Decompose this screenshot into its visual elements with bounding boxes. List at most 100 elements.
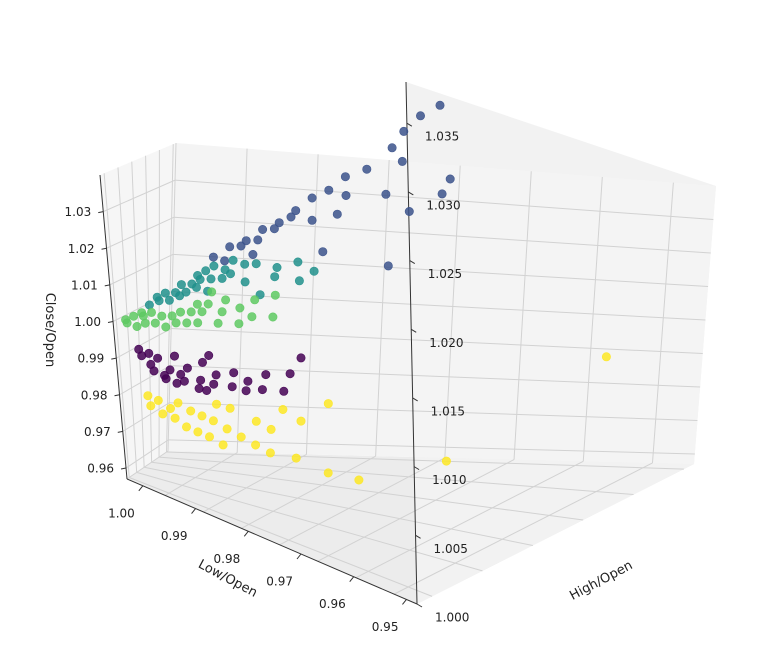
data-point-cluster-0-4: [176, 369, 186, 379]
x-tick-5-label: 1.025: [428, 267, 462, 281]
data-point-cluster-0-15: [229, 368, 239, 378]
z-tick-3-label: 0.99: [78, 352, 105, 366]
data-point-cluster-3-26: [268, 312, 278, 322]
z-axis-line: [99, 174, 128, 480]
y-tick-0-label: 1.00: [108, 506, 135, 520]
data-point-cluster-0-6: [182, 363, 192, 373]
data-point-cluster-3-18: [193, 318, 203, 328]
data-point-cluster-1-25: [404, 207, 414, 217]
data-point-cluster-1-10: [291, 206, 301, 216]
y-tick-4-mark: [349, 576, 355, 583]
x-tick-1-label: 1.005: [434, 542, 468, 556]
data-point-cluster-3-13: [171, 318, 181, 328]
data-point-cluster-4-16: [251, 440, 261, 450]
z-grid-ywall-2: [119, 365, 171, 396]
y-tick-0-mark: [138, 485, 144, 492]
z-tick-5-mark: [104, 284, 110, 287]
x-grid-floor-6: [355, 460, 584, 579]
data-point-cluster-3-27: [270, 290, 280, 300]
y-axis-line: [126, 478, 418, 605]
data-point-cluster-3-7: [140, 318, 150, 328]
z-tick-5-label: 1.01: [71, 278, 98, 292]
x-grid-wall-5: [513, 171, 532, 460]
x-grid-wall-1: [236, 148, 248, 453]
y-grid-floor-1: [136, 471, 483, 572]
data-point-cluster-2-20: [240, 259, 250, 269]
y-grid-floor-0: [129, 477, 433, 597]
data-point-cluster-4-27: [212, 399, 222, 409]
pane-back-wall: [168, 143, 716, 464]
data-point-cluster-2-7: [201, 266, 211, 276]
data-point-cluster-2-19: [226, 269, 236, 279]
x-grid-wall-4: [444, 165, 461, 458]
x-tick-0-mark: [416, 603, 423, 608]
data-point-cluster-1-7: [274, 218, 284, 228]
data-point-cluster-0-20: [137, 351, 147, 361]
data-point-cluster-1-5: [258, 225, 268, 235]
data-point-cluster-0-24: [209, 379, 219, 389]
data-point-cluster-4-13: [222, 424, 232, 434]
y-tick-5-label: 0.95: [372, 620, 399, 634]
data-point-cluster-0-12: [198, 357, 208, 367]
data-point-cluster-1-15: [340, 172, 350, 182]
data-point-cluster-4-18: [266, 424, 276, 434]
y-tick-1-label: 0.99: [161, 529, 188, 543]
data-point-cluster-4-12: [205, 432, 215, 442]
x-tick-6-label: 1.030: [426, 198, 460, 212]
x-tick-3-label: 1.015: [431, 404, 465, 418]
data-point-cluster-1-29: [383, 261, 393, 271]
data-point-cluster-4-19: [278, 404, 288, 414]
data-point-cluster-4-4: [158, 409, 168, 419]
data-point-cluster-3-28: [192, 299, 202, 309]
data-point-cluster-4-22: [323, 468, 333, 478]
z-tick-7-label: 1.03: [65, 205, 92, 219]
data-point-cluster-1-14: [307, 215, 317, 225]
data-point-cluster-2-18: [228, 255, 238, 265]
data-point-cluster-0-13: [161, 374, 171, 384]
y-grid-floor-4: [159, 456, 634, 496]
data-point-cluster-1-3: [220, 256, 230, 266]
data-point-cluster-1-18: [387, 143, 397, 153]
data-point-cluster-3-24: [250, 295, 260, 305]
x-tick-7-mark: [406, 122, 413, 127]
data-point-cluster-2-24: [272, 262, 282, 272]
x-grid-floor-1: [164, 452, 238, 496]
z-grid-ywall-5: [109, 253, 174, 286]
data-point-cluster-3-17: [203, 299, 213, 309]
data-point-cluster-1-9: [248, 250, 258, 260]
data-point-cluster-1-12: [286, 212, 296, 222]
z-grid-backwall-2: [170, 365, 701, 388]
x-grid-floor-4: [279, 457, 446, 546]
x-grid-wall-2: [305, 154, 319, 455]
data-point-cluster-0-23: [149, 366, 159, 376]
data-point-cluster-1-24: [437, 189, 447, 199]
data-point-cluster-3-23: [247, 312, 257, 322]
y-grid-floor-2: [144, 466, 533, 546]
z-grid-ywall-7: [103, 179, 176, 213]
data-point-cluster-3-11: [161, 322, 171, 332]
x-grid-floor-3: [241, 455, 376, 529]
data-point-cluster-2-13: [206, 274, 216, 284]
z-tick-6-label: 1.02: [68, 242, 95, 256]
data-point-cluster-3-12: [176, 307, 186, 317]
axis-ticks: 1.000 1.005 1.010 1.015 1.020 1.025 1.030 1.035…: [65, 122, 469, 634]
data-point-cluster-0-17: [243, 376, 253, 386]
data-point-cluster-3-15: [182, 318, 192, 328]
data-point-cluster-0-10: [211, 370, 221, 380]
data-point-cluster-0-8: [196, 375, 206, 385]
data-point-cluster-4-26: [225, 403, 235, 413]
data-point-cluster-4-2: [146, 401, 156, 411]
data-point-cluster-2-15: [175, 291, 185, 301]
data-point-cluster-2-2: [160, 288, 170, 298]
data-point-cluster-1-27: [415, 111, 425, 121]
x-tick-2-label: 1.010: [432, 473, 466, 487]
data-point-cluster-0-25: [257, 385, 267, 395]
axis-panes: [100, 82, 716, 604]
data-point-cluster-2-11: [195, 274, 205, 284]
y-tick-5-mark: [402, 599, 407, 605]
x-tick-4-mark: [410, 328, 417, 333]
z-tick-6-mark: [101, 247, 107, 250]
data-point-cluster-1-21: [332, 209, 342, 219]
data-point-cluster-3-8: [157, 311, 167, 321]
data-point-cluster-4-24: [323, 399, 333, 409]
